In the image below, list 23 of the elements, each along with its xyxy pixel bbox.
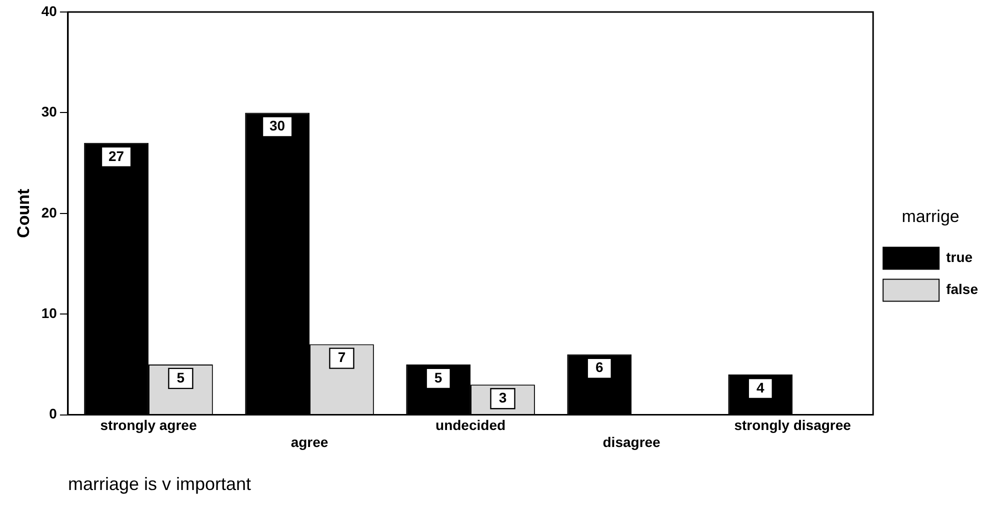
data-label: 4 <box>756 379 764 396</box>
data-label: 27 <box>108 148 124 164</box>
legend-label: false <box>946 281 978 298</box>
data-label: 7 <box>338 349 346 366</box>
y-tick-label: 30 <box>41 104 58 120</box>
y-tick-label: 0 <box>49 406 58 422</box>
x-tick-label: strongly agree <box>100 417 197 434</box>
y-axis-title: Count <box>14 188 33 238</box>
legend-title: marrige <box>902 206 960 226</box>
x-tick-label: agree <box>290 434 328 450</box>
legend-label: true <box>946 249 973 266</box>
x-axis-title: marriage is v important <box>68 474 252 494</box>
data-label: 30 <box>270 118 286 134</box>
y-tick-label: 20 <box>41 204 58 220</box>
data-label: 5 <box>434 369 442 386</box>
x-tick-label: undecided <box>436 417 506 434</box>
y-tick-label: 10 <box>41 304 58 321</box>
data-label: 5 <box>176 369 185 386</box>
x-tick-label: strongly disagree <box>734 417 852 434</box>
x-tick-label: disagree <box>602 434 661 450</box>
data-label: 3 <box>498 389 507 406</box>
y-tick-label: 40 <box>41 2 58 19</box>
data-label: 6 <box>595 359 604 376</box>
